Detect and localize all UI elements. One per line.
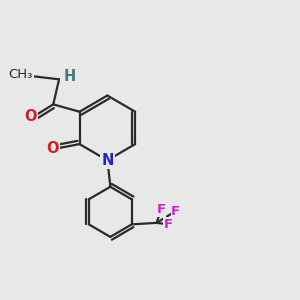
Text: O: O — [25, 109, 37, 124]
Text: H: H — [64, 69, 76, 84]
Text: O: O — [46, 141, 59, 156]
Text: F: F — [164, 218, 173, 231]
Text: F: F — [156, 203, 166, 216]
Text: N: N — [101, 153, 113, 168]
Text: F: F — [171, 205, 180, 218]
Text: N: N — [61, 72, 74, 87]
Text: CH₃: CH₃ — [8, 68, 33, 81]
